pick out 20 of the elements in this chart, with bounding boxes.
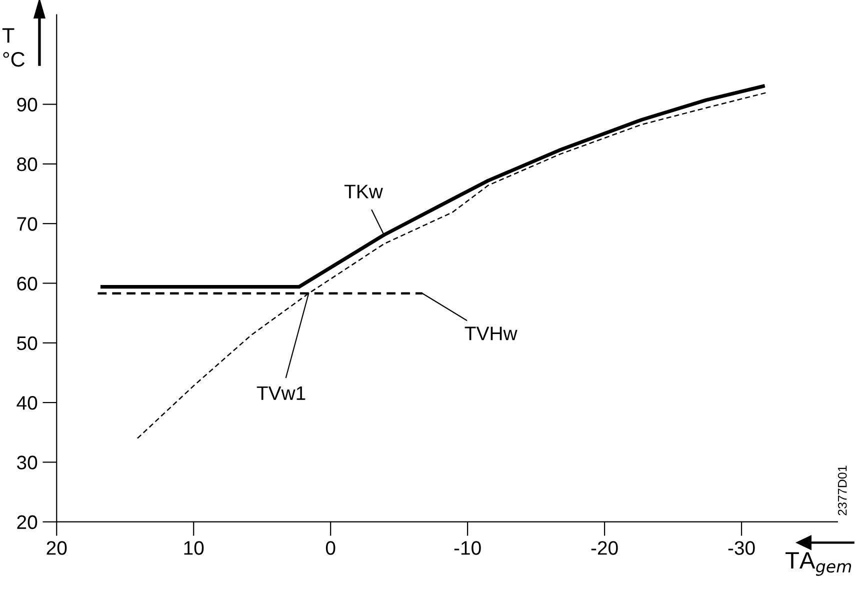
series-label: TKw (344, 184, 383, 198)
y-axis-title: T °C (2, 28, 25, 67)
text: TVHw (464, 326, 518, 340)
text: 2377D01 (838, 466, 847, 516)
x-tick-label: -20 (591, 541, 618, 555)
x-axis-title: TA$_{gem}$ (786, 552, 852, 576)
y-tick-label: 30 (16, 456, 38, 470)
x-tick-label: -30 (728, 541, 755, 555)
y-tick-label: 60 (17, 276, 38, 290)
y-tick-label: 40 (16, 396, 38, 410)
y-tick-label: 80 (17, 157, 38, 172)
y-tick-label: 50 (17, 336, 38, 350)
y-tick-label: 20 (17, 515, 38, 530)
x-tick-label: 10 (184, 541, 204, 555)
y-tick-label: 90 (17, 98, 38, 112)
x-tick-label: -10 (454, 541, 481, 555)
x-tick-label: 20 (46, 541, 67, 555)
text: TVw1 (256, 386, 306, 400)
y-tick-label: 70 (17, 217, 38, 231)
x-tick-label: 0 (326, 541, 336, 555)
